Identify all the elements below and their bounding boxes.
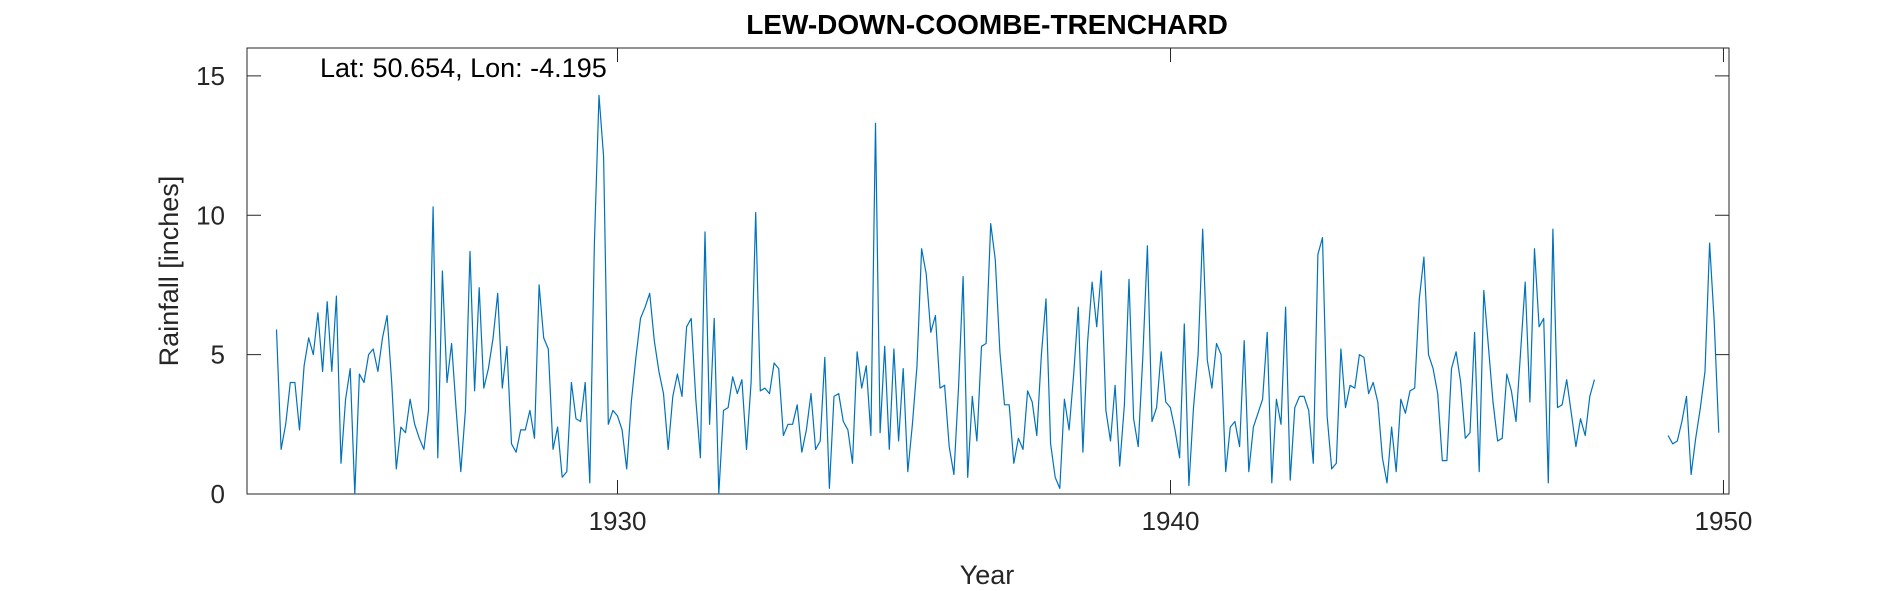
plot-frame [246, 47, 1730, 495]
y-tick-label: 15 [196, 61, 225, 91]
y-tick-label: 10 [196, 200, 225, 230]
y-axis-ticks: 0 5 10 15 [196, 61, 1729, 509]
x-tick-label: 1930 [589, 506, 647, 536]
location-annotation: Lat: 50.654, Lon: -4.195 [320, 53, 607, 83]
plot-box [246, 47, 1730, 495]
y-tick-label: 0 [211, 479, 225, 509]
y-axis-label: Rainfall [inches] [154, 176, 184, 367]
x-tick-label: 1950 [1695, 506, 1753, 536]
y-tick-label: 5 [211, 340, 225, 370]
chart-title: LEW-DOWN-COOMBE-TRENCHARD [746, 9, 1228, 40]
rainfall-series-line [275, 94, 1720, 495]
x-axis-label: Year [960, 560, 1015, 590]
x-axis-ticks: 1930 1940 1950 [589, 48, 1753, 536]
x-tick-label: 1940 [1142, 506, 1200, 536]
